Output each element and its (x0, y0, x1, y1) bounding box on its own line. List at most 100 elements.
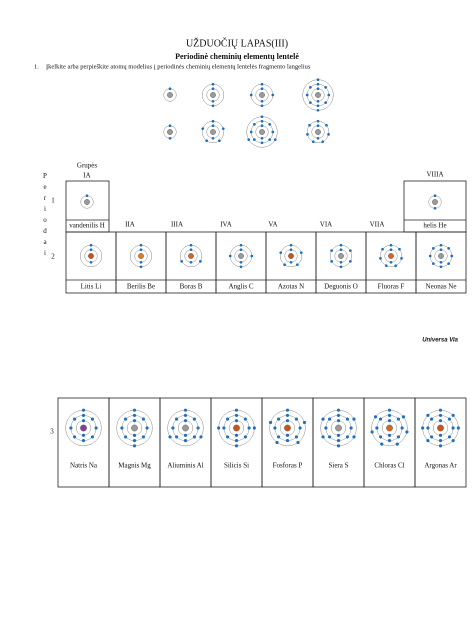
electron (189, 248, 193, 252)
element-label: Chloras Cl (374, 462, 404, 470)
electron (239, 260, 243, 264)
electron (294, 435, 298, 439)
electron (171, 426, 175, 430)
electron (69, 426, 73, 430)
electron (132, 439, 137, 443)
electron (141, 417, 145, 421)
electron (211, 99, 215, 103)
nucleus (338, 253, 344, 259)
electron (336, 433, 341, 437)
electron (352, 435, 356, 439)
electron (349, 249, 352, 252)
electron (451, 426, 455, 430)
electron (432, 247, 435, 250)
electron (239, 265, 243, 269)
electron (124, 435, 128, 439)
electron (306, 133, 309, 136)
electron (253, 123, 256, 126)
electron (405, 430, 409, 434)
element-label: Magnis Mg (118, 462, 151, 470)
electron (180, 260, 183, 263)
electron (234, 439, 239, 443)
electron (324, 426, 328, 430)
electron (289, 260, 293, 264)
electron (316, 124, 320, 128)
nucleus (432, 199, 438, 205)
electron (279, 251, 283, 255)
electron (289, 248, 293, 252)
electron (139, 248, 143, 252)
nucleus (233, 424, 240, 432)
group-label: IIIA (171, 221, 183, 229)
electron (247, 426, 251, 430)
period-heading: Periodai (41, 172, 49, 260)
electron (183, 419, 188, 423)
nucleus (238, 253, 244, 259)
electron (239, 243, 243, 247)
group-label: IVA (220, 221, 232, 229)
electron (389, 248, 393, 252)
task-text: Įkelkite arba perpieškite atomų modelius… (46, 63, 311, 70)
electron (387, 419, 392, 423)
nucleus (188, 253, 194, 259)
electron (433, 194, 437, 198)
period-number: 2 (51, 253, 55, 261)
electron (430, 417, 434, 421)
electron (226, 417, 230, 421)
nucleus (315, 129, 321, 135)
electron (352, 417, 356, 421)
electron (316, 108, 320, 112)
electron (249, 130, 253, 134)
electron (379, 257, 382, 260)
electron (400, 257, 403, 260)
electron (89, 248, 93, 252)
electron (328, 435, 332, 439)
element-label: Aliuminis Al (167, 462, 203, 470)
electron (299, 251, 303, 255)
electron (421, 426, 425, 430)
electron (145, 426, 149, 430)
electron (277, 435, 281, 439)
nucleus (182, 424, 189, 432)
electron (400, 426, 404, 430)
electron (168, 136, 172, 140)
electron (294, 417, 298, 421)
electron (211, 136, 215, 140)
electron (234, 413, 239, 417)
electron (380, 442, 384, 446)
subtitle: Periodinė cheminių elementų lentelė (175, 52, 299, 61)
electron (302, 420, 307, 425)
electron (370, 430, 374, 434)
electron (183, 433, 188, 437)
electron (447, 247, 450, 250)
electron (327, 93, 331, 97)
element-label: Deguonis O (324, 283, 358, 291)
electron (316, 136, 320, 140)
electron (316, 87, 320, 91)
electron (268, 123, 271, 126)
group-label: VIA (320, 221, 332, 229)
electron (132, 433, 137, 437)
electron (285, 408, 290, 412)
nucleus (259, 92, 265, 98)
electron (375, 426, 379, 430)
electron (234, 444, 239, 448)
electron (339, 243, 343, 247)
electron (439, 248, 443, 252)
electron (222, 426, 226, 430)
nucleus (88, 253, 94, 259)
electron (260, 115, 264, 119)
electron (438, 433, 443, 437)
element-label: Azotas N (278, 283, 304, 291)
electron (141, 435, 145, 439)
electron (253, 138, 256, 141)
group-label: IA (83, 172, 90, 180)
electron (387, 433, 392, 437)
electron (321, 140, 325, 144)
electron (296, 440, 300, 445)
electron (438, 419, 443, 423)
electron (199, 260, 202, 263)
electron (81, 439, 86, 443)
electron (349, 426, 353, 430)
electron (295, 263, 299, 267)
